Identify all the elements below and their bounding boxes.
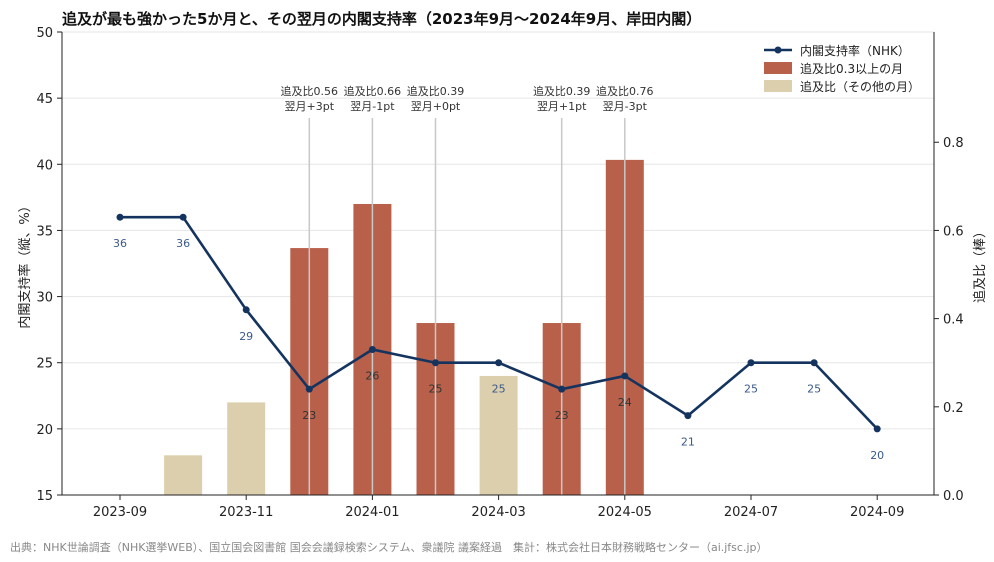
y-tick-right-label: 0.0 xyxy=(943,489,964,504)
support-point xyxy=(873,425,881,433)
x-tick-label: 2023-09 xyxy=(93,505,147,520)
support-data-label: 36 xyxy=(176,237,190,250)
annotation-label: 翌月+3pt xyxy=(285,100,335,113)
y-tick-left-label: 45 xyxy=(36,92,53,107)
y-axis-left-label: 内閣支持率（縦、%） xyxy=(17,199,33,328)
support-data-label: 25 xyxy=(744,383,758,396)
y-tick-left-label: 15 xyxy=(36,489,53,504)
support-data-label: 26 xyxy=(365,369,379,382)
support-data-label: 23 xyxy=(302,409,316,422)
annotation-label: 翌月+0pt xyxy=(411,100,461,113)
annotation-label: 追及比0.76 xyxy=(596,84,654,98)
support-data-label: 29 xyxy=(239,330,253,343)
support-data-label: 25 xyxy=(492,383,506,396)
annotation-label: 追及比0.39 xyxy=(407,84,465,98)
support-point xyxy=(810,359,818,367)
support-point xyxy=(116,213,124,221)
legend-label: 内閣支持率（NHK） xyxy=(800,43,910,58)
source-note: 出典：NHK世論調査（NHK選挙WEB）、国立国会図書館 国会会議録検索システム… xyxy=(10,540,768,554)
y-tick-left-label: 20 xyxy=(36,423,53,438)
y-tick-right-label: 0.4 xyxy=(943,313,964,328)
annotation-label: 追及比0.66 xyxy=(344,84,402,98)
x-tick-label: 2024-01 xyxy=(345,505,399,520)
support-point xyxy=(621,372,629,380)
support-data-label: 23 xyxy=(555,409,569,422)
support-point xyxy=(747,359,755,367)
annotation-label: 翌月-1pt xyxy=(350,100,395,113)
support-data-label: 20 xyxy=(870,449,884,462)
x-tick-label: 2024-05 xyxy=(598,505,652,520)
bar-layer xyxy=(164,159,644,495)
legend-label: 追及比（その他の月） xyxy=(800,79,920,94)
support-point xyxy=(432,359,439,367)
bar xyxy=(227,402,266,495)
legend-bar-swatch xyxy=(764,80,792,92)
y-tick-left-label: 35 xyxy=(36,224,53,239)
y-axis-right-label: 追及比（棒） xyxy=(972,225,988,303)
support-point xyxy=(495,359,503,367)
x-tick-label: 2024-03 xyxy=(471,505,525,520)
support-point xyxy=(684,412,692,420)
y-tick-right-label: 0.2 xyxy=(943,401,964,416)
support-data-label: 25 xyxy=(807,383,821,396)
data-label-layer: 36 36 29 23 26 25 25 23 24 21 25 25 20 xyxy=(113,237,884,462)
annotation-label: 翌月+1pt xyxy=(537,100,587,113)
x-tick-label: 2023-11 xyxy=(219,505,273,520)
y-tick-left-label: 30 xyxy=(36,291,53,306)
legend-label: 追及比0.3以上の月 xyxy=(800,61,903,76)
support-data-label: 24 xyxy=(618,396,632,409)
legend-bar-swatch xyxy=(764,62,792,74)
support-data-label: 21 xyxy=(681,436,695,449)
axes: 15 20 25 30 35 40 45 50 0.0 0.2 0.4 0.6 0.8 2023-09 20… xyxy=(36,26,963,520)
support-point xyxy=(242,306,250,314)
bar xyxy=(479,375,518,495)
support-point xyxy=(558,385,566,393)
legend-line-marker xyxy=(774,46,782,54)
annotation-layer: 追及比0.56 翌月+3pt 追及比0.66 翌月-1pt 追及比0.39 翌月+0pt 追… xyxy=(281,84,654,495)
bar xyxy=(164,455,203,495)
annotation-label: 翌月-3pt xyxy=(603,100,648,113)
support-point xyxy=(179,213,187,221)
y-tick-right-label: 0.8 xyxy=(943,136,964,151)
annotation-label: 追及比0.56 xyxy=(281,84,339,98)
x-tick-label: 2024-09 xyxy=(850,505,904,520)
support-line-layer xyxy=(116,213,881,433)
x-tick-label: 2024-07 xyxy=(724,505,778,520)
chart-title: 追及が最も強かった5か月と、その翌月の内閣支持率（2023年9月〜2024年9月… xyxy=(62,10,701,28)
y-tick-left-label: 25 xyxy=(36,357,53,372)
y-tick-left-label: 50 xyxy=(36,26,53,41)
y-tick-right-label: 0.6 xyxy=(943,224,964,239)
support-data-label: 36 xyxy=(113,237,127,250)
annotation-label: 追及比0.39 xyxy=(533,84,591,98)
support-point xyxy=(368,345,376,353)
y-tick-left-label: 40 xyxy=(36,158,53,173)
support-point xyxy=(305,385,313,393)
support-data-label: 25 xyxy=(429,383,443,396)
